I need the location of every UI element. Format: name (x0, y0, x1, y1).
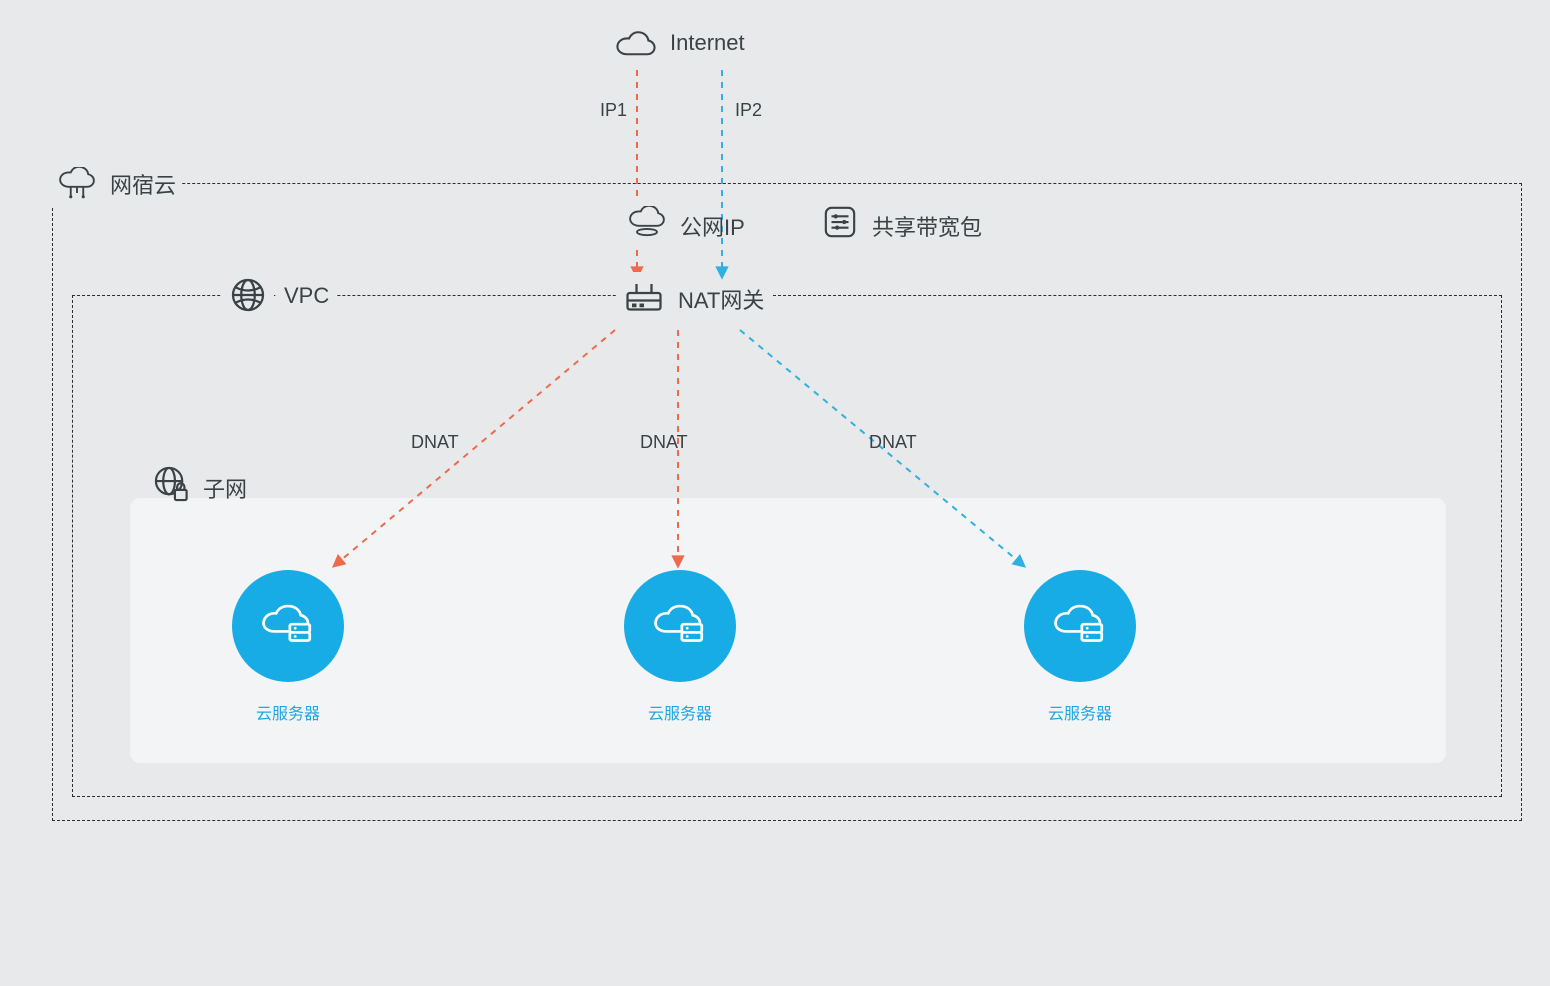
vpc-label: VPC (276, 283, 337, 309)
server-caption-2: 云服务器 (648, 700, 712, 724)
server-node-1 (232, 570, 344, 682)
edge-label-ip2: IP2 (735, 100, 762, 121)
public-ip-label: 公网IP (680, 210, 745, 242)
vpc-icon (222, 273, 274, 317)
bandwidth-icon (820, 202, 860, 242)
internet-icon (614, 24, 658, 68)
internet-label: Internet (670, 30, 745, 56)
cloud-provider-label: 网宿云 (104, 168, 182, 200)
edge-label-dnat-3: DNAT (869, 432, 917, 453)
public-ip-icon (625, 200, 669, 244)
edge-label-dnat-1: DNAT (411, 432, 459, 453)
nat-label: NAT网关 (670, 283, 772, 315)
server-caption-1: 云服务器 (256, 700, 320, 724)
subnet-icon (150, 462, 194, 506)
server-node-3 (1024, 570, 1136, 682)
subnet-label: 子网 (203, 472, 247, 504)
bandwidth-label: 共享带宽包 (872, 210, 982, 242)
edge-label-ip1: IP1 (600, 100, 627, 121)
nat-icon (616, 272, 672, 320)
server-node-2 (624, 570, 736, 682)
edge-label-dnat-2: DNAT (640, 432, 688, 453)
server-caption-3: 云服务器 (1048, 700, 1112, 724)
cloud-provider-icon (50, 160, 104, 206)
diagram-stage: Internet IP1 IP2 网宿云 公网IP (0, 0, 1550, 986)
